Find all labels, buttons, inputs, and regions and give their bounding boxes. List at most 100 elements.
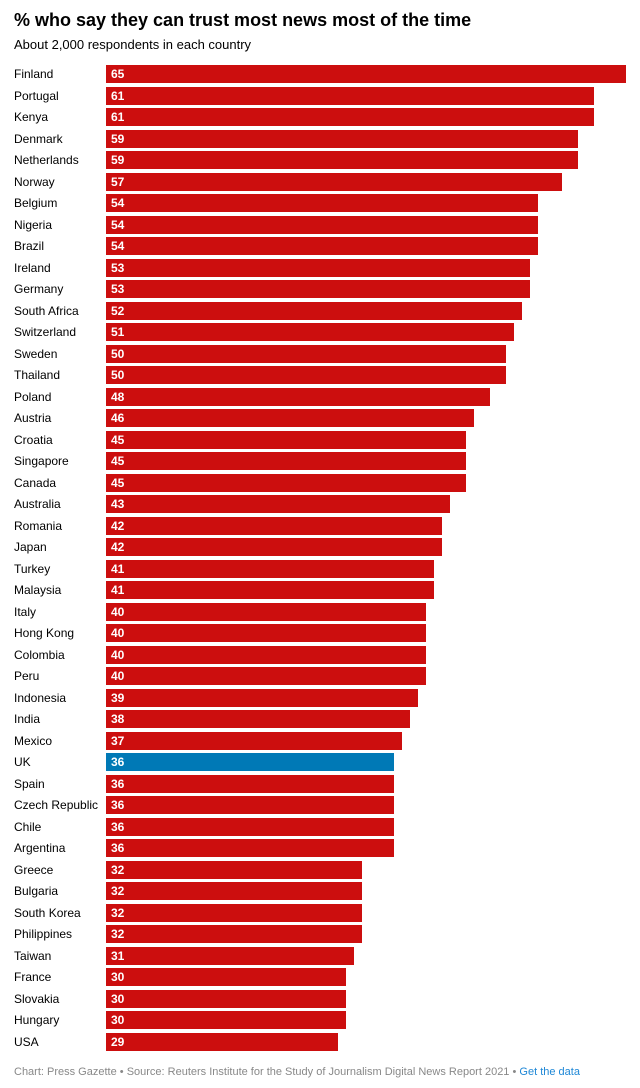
bar-row: India38 xyxy=(14,709,626,730)
footer-credit: Chart: Press Gazette xyxy=(14,1066,117,1078)
bar-row: Argentina 36 xyxy=(14,838,626,859)
bar-track: 42 xyxy=(106,538,626,556)
bar-row: Australia 43 xyxy=(14,494,626,515)
country-label: Switzerland xyxy=(14,325,106,339)
bar: 50 xyxy=(106,366,506,384)
bar: 65 xyxy=(106,65,626,83)
bar-value: 39 xyxy=(111,691,124,705)
bar-value: 54 xyxy=(111,196,124,210)
country-label: Hungary xyxy=(14,1013,106,1027)
bar-value: 32 xyxy=(111,927,124,941)
bar-value: 52 xyxy=(111,304,124,318)
bar: 43 xyxy=(106,495,450,513)
bar: 50 xyxy=(106,345,506,363)
bar-value: 59 xyxy=(111,153,124,167)
bar: 37 xyxy=(106,732,402,750)
country-label: Singapore xyxy=(14,454,106,468)
bar-track: 36 xyxy=(106,753,626,771)
bar-row: Portugal61 xyxy=(14,86,626,107)
bar-track: 52 xyxy=(106,302,626,320)
bar-row: Germany53 xyxy=(14,279,626,300)
country-label: Romania xyxy=(14,519,106,533)
footer-sep: • xyxy=(117,1066,127,1078)
bar-row: USA29 xyxy=(14,1032,626,1053)
country-label: Hong Kong xyxy=(14,626,106,640)
bar-value: 53 xyxy=(111,261,124,275)
country-label: Thailand xyxy=(14,368,106,382)
country-label: Japan xyxy=(14,540,106,554)
bar-value: 42 xyxy=(111,540,124,554)
bar-track: 46 xyxy=(106,409,626,427)
bar-row: Austria46 xyxy=(14,408,626,429)
bar-row: France30 xyxy=(14,967,626,988)
bar-track: 32 xyxy=(106,882,626,900)
bar: 45 xyxy=(106,452,466,470)
bar-row: Chile36 xyxy=(14,817,626,838)
bar-value: 50 xyxy=(111,368,124,382)
bar-row: Norway57 xyxy=(14,172,626,193)
bar: 40 xyxy=(106,624,426,642)
bar-track: 41 xyxy=(106,581,626,599)
country-label: Mexico xyxy=(14,734,106,748)
bar-track: 43 xyxy=(106,495,626,513)
bar-track: 36 xyxy=(106,775,626,793)
bar-track: 32 xyxy=(106,904,626,922)
bar-value: 30 xyxy=(111,1013,124,1027)
country-label: Austria xyxy=(14,411,106,425)
bar-row: Spain36 xyxy=(14,774,626,795)
bar-row: Poland48 xyxy=(14,387,626,408)
bar-row: Hong Kong40 xyxy=(14,623,626,644)
bar-row: Belgium54 xyxy=(14,193,626,214)
bar-row: Colombia40 xyxy=(14,645,626,666)
footer-source: Source: Reuters Institute for the Study … xyxy=(127,1066,510,1078)
country-label: Canada xyxy=(14,476,106,490)
bar-value: 40 xyxy=(111,648,124,662)
bar-track: 45 xyxy=(106,474,626,492)
bar-row: Philippines32 xyxy=(14,924,626,945)
bar-row: Denmark59 xyxy=(14,129,626,150)
country-label: Finland xyxy=(14,67,106,81)
bar-track: 32 xyxy=(106,861,626,879)
bar-track: 54 xyxy=(106,216,626,234)
country-label: South Africa xyxy=(14,304,106,318)
bar-row: Thailand 50 xyxy=(14,365,626,386)
country-label: Turkey xyxy=(14,562,106,576)
bar: 40 xyxy=(106,603,426,621)
country-label: Portugal xyxy=(14,89,106,103)
bar-value: 38 xyxy=(111,712,124,726)
bar-track: 30 xyxy=(106,968,626,986)
country-label: Indonesia xyxy=(14,691,106,705)
bar-track: 29 xyxy=(106,1033,626,1051)
country-label: Sweden xyxy=(14,347,106,361)
bar: 29 xyxy=(106,1033,338,1051)
bar-value: 40 xyxy=(111,669,124,683)
country-label: Argentina xyxy=(14,841,106,855)
bar-value: 54 xyxy=(111,239,124,253)
country-label: Australia xyxy=(14,497,106,511)
country-label: Italy xyxy=(14,605,106,619)
bar: 57 xyxy=(106,173,562,191)
bar-value: 43 xyxy=(111,497,124,511)
country-label: Peru xyxy=(14,669,106,683)
bar-value: 32 xyxy=(111,884,124,898)
bar-value: 36 xyxy=(111,841,124,855)
bar: 32 xyxy=(106,904,362,922)
get-data-link[interactable]: Get the data xyxy=(519,1066,580,1078)
bar-row: Sweden50 xyxy=(14,344,626,365)
bar: 32 xyxy=(106,925,362,943)
bar-row: Brazil54 xyxy=(14,236,626,257)
bar-track: 31 xyxy=(106,947,626,965)
bar-track: 36 xyxy=(106,796,626,814)
bar-row: Ireland53 xyxy=(14,258,626,279)
bar: 40 xyxy=(106,646,426,664)
bar-row: UK36 xyxy=(14,752,626,773)
bar-value: 51 xyxy=(111,325,124,339)
bar: 46 xyxy=(106,409,474,427)
bar-value: 48 xyxy=(111,390,124,404)
bar: 48 xyxy=(106,388,490,406)
bar: 54 xyxy=(106,194,538,212)
bar-row: South Korea32 xyxy=(14,903,626,924)
bar: 39 xyxy=(106,689,418,707)
bar-row: Switzerland 51 xyxy=(14,322,626,343)
bar-track: 32 xyxy=(106,925,626,943)
